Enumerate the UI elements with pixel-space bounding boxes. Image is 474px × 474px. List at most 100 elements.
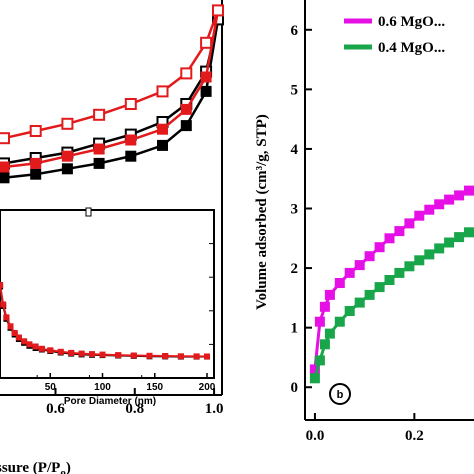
right-y-tick-label: 1 xyxy=(291,321,299,337)
right-series-0-point xyxy=(434,199,445,210)
left-series-2-point xyxy=(180,103,192,115)
right-series-1-point xyxy=(464,227,474,238)
right-series-0-point xyxy=(454,190,465,201)
right-x-tick-label: 0.2 xyxy=(405,428,424,444)
left-x-tick-label: 1.0 xyxy=(205,401,224,417)
inset-series-1-point xyxy=(99,351,106,358)
left-series-0-point xyxy=(125,150,137,162)
right-series-1-point xyxy=(414,255,425,266)
legend-label-1: 0.4 MgO... xyxy=(378,40,445,56)
right-series-1-point xyxy=(354,297,365,308)
left-series-0-point xyxy=(93,157,105,169)
left-series-3-point xyxy=(61,117,74,130)
inset-series-1-point xyxy=(57,348,64,355)
left-isotherm-panel: 0.6 0.8 1.0 ssure (P/Po) xyxy=(0,0,224,474)
right-isotherm-panel: 0 1 2 3 4 5 6 0.0 0.2 Volume adsorbed (cm³/g, ST… xyxy=(254,0,474,444)
left-series-3-point xyxy=(0,132,10,145)
left-series-2-point xyxy=(93,143,105,155)
right-x-tick-label: 0.0 xyxy=(306,428,325,444)
left-series-0-point xyxy=(180,120,192,132)
inset-series-1-point xyxy=(130,352,137,359)
right-series-0-point xyxy=(314,316,325,327)
inset-x-tick-label: 200 xyxy=(199,382,216,393)
left-series-3-point xyxy=(124,98,137,110)
left-x-axis-title: ssure (P/Po) xyxy=(0,460,71,474)
right-series-0-point xyxy=(324,289,335,300)
left-series-0-point xyxy=(157,139,168,151)
right-series-0-point xyxy=(414,210,425,221)
left-series-3-point xyxy=(212,4,224,17)
right-series-1-point xyxy=(344,306,355,316)
right-series-0-point xyxy=(384,233,395,244)
inset-series-1-point xyxy=(0,282,4,288)
inset-series-1-point xyxy=(32,343,39,350)
right-series-1-point xyxy=(374,282,385,293)
inset-series-1-point xyxy=(21,338,28,345)
left-series-3-point xyxy=(29,125,42,137)
legend: 0.6 MgO... 0.4 MgO... xyxy=(344,14,445,56)
inset-series-1-point xyxy=(177,353,184,360)
left-series-0-point xyxy=(200,85,212,97)
right-series-1-point xyxy=(394,267,405,278)
right-y-tick-label: 3 xyxy=(291,202,299,218)
right-y-tick-label: 4 xyxy=(291,142,299,158)
inset-series-1-point xyxy=(146,352,153,359)
left-x-tick-label: 0.8 xyxy=(125,401,144,417)
right-y-tick-label: 5 xyxy=(291,82,299,98)
inset-frame xyxy=(0,209,215,379)
right-series-1-point xyxy=(444,237,455,248)
right-series-0-point xyxy=(374,242,385,253)
right-y-tick-label: 0 xyxy=(291,380,299,396)
left-series-2-point xyxy=(30,157,42,169)
inset-series-1-point xyxy=(11,330,18,336)
inset-series-1-point xyxy=(3,314,10,321)
inset-series-1-point xyxy=(47,347,54,354)
left-series-3-point xyxy=(156,85,169,98)
left-series-2-point xyxy=(61,150,73,162)
left-series-2-line xyxy=(3,10,220,169)
inset-series-1-point xyxy=(68,349,75,356)
inset-series-1-point xyxy=(89,351,95,358)
right-series-0-point xyxy=(354,260,365,271)
left-series-0-point xyxy=(61,163,73,175)
right-y-tick-label: 6 xyxy=(291,23,299,39)
left-series-2-point xyxy=(200,71,212,83)
right-series-1-point xyxy=(424,249,435,260)
left-series-2-point xyxy=(0,161,10,173)
left-series-2-point xyxy=(157,123,168,135)
right-series-1-point xyxy=(364,289,375,300)
left-series-0-point xyxy=(0,172,10,184)
right-y-tick-label: 2 xyxy=(291,261,299,277)
pore-size-inset: 50 100 150 200 Pore Diameter (nm) xyxy=(0,207,216,407)
right-series-1-point xyxy=(324,328,335,339)
right-series-0-point xyxy=(424,204,435,215)
inset-series-1-point xyxy=(26,341,33,348)
left-series-3-point xyxy=(200,36,213,49)
inset-series-1-point xyxy=(78,350,85,357)
right-series-0-point xyxy=(464,185,474,196)
inset-series-1-point xyxy=(162,353,169,359)
right-series-1-point xyxy=(319,339,330,350)
left-x-tick-label: 0.6 xyxy=(46,401,65,417)
right-series-0-point xyxy=(344,267,355,278)
right-series-1-point xyxy=(404,261,415,272)
left-series-2-point xyxy=(125,134,137,146)
right-series-1-point xyxy=(384,275,395,285)
left-series-1-line xyxy=(3,19,220,165)
right-series-0-point xyxy=(394,226,405,237)
inset-series-1-point xyxy=(38,345,45,352)
inset-x-tick-label: 100 xyxy=(94,382,111,393)
right-series-0-point xyxy=(364,251,375,262)
inset-series-1-point xyxy=(15,334,22,341)
right-series-1-point xyxy=(314,355,325,366)
right-series-0-point xyxy=(444,194,455,205)
right-series-0-point xyxy=(334,278,345,288)
inset-series-1-point xyxy=(7,323,14,330)
inset-series-1-point xyxy=(193,353,200,360)
inset-x-tick-label: 50 xyxy=(45,382,57,393)
inset-series-1-point xyxy=(204,353,210,360)
left-series-3-point xyxy=(93,108,106,121)
right-series-0-point xyxy=(319,301,330,312)
right-series-1-line xyxy=(313,230,470,379)
